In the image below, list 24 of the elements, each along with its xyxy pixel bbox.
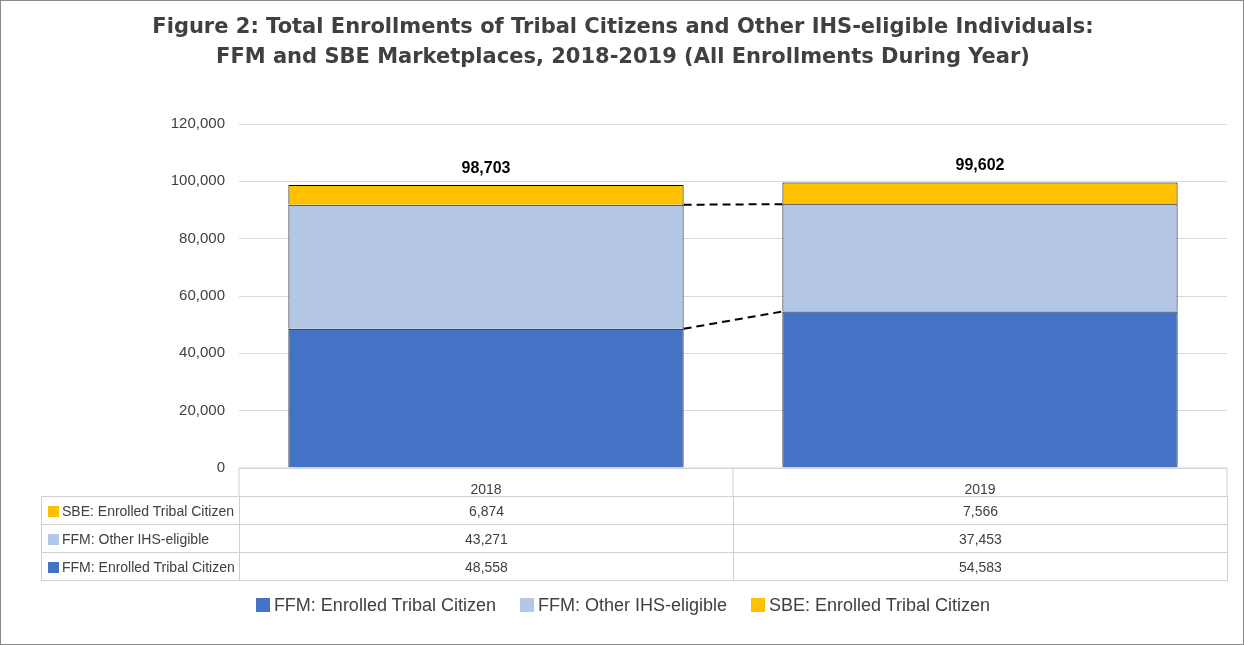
total-label: 99,602	[955, 156, 1005, 174]
y-tick-label: 100,000	[170, 171, 225, 189]
data-label: 7,566	[733, 496, 1228, 525]
x-tick-label: 2019	[964, 481, 996, 498]
data-label: 37,453	[733, 524, 1228, 553]
y-tick-label: 60,000	[179, 286, 225, 304]
data-label: 54,583	[733, 552, 1228, 581]
text: FFM: Enrolled Tribal Citizen	[273, 595, 496, 615]
legend-label: FFM: Other IHS-eligible	[41, 524, 240, 553]
data-label: 6,874	[239, 496, 734, 525]
text: SBE: Enrolled Tribal Citizen	[769, 595, 991, 615]
total-label: 98,703	[461, 159, 511, 177]
y-tick-label: 20,000	[179, 400, 225, 418]
chart-title: Figure 2: Total Enrollments of Tribal Citizens and Other IHS-eligible Individuals: FFM and SBE Marketplaces, 2018-2019 (All Enrollments During Year)	[151, 13, 1095, 70]
legend-label: FFM: Enrolled Tribal Citizen	[41, 552, 240, 581]
legend-label: SBE: Enrolled Tribal Citizen	[41, 496, 240, 525]
data-label: 48,558	[239, 552, 734, 581]
y-tick-label: 120,000	[170, 114, 225, 132]
text: FFM: Other IHS-eligible	[537, 595, 727, 615]
y-tick-label: 40,000	[179, 343, 225, 361]
x-tick-label: 2018	[470, 481, 502, 498]
data-label: 43,271	[239, 524, 734, 553]
y-tick-label: 80,000	[179, 228, 225, 246]
y-tick-label: 0	[216, 458, 225, 476]
